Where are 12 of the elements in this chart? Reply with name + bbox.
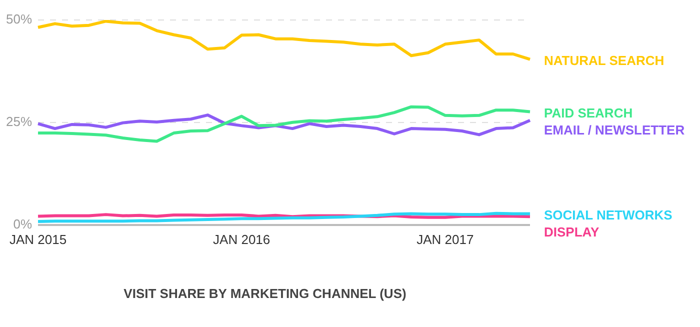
x-tick-label: JAN 2016 [213, 232, 270, 248]
x-tick-label: JAN 2017 [416, 232, 474, 248]
series-label: SOCIAL NETWORKS [544, 207, 673, 222]
series-label: PAID SEARCH [544, 105, 633, 120]
series-label: DISPLAY [544, 224, 600, 240]
series-label: EMAIL / NEWSLETTER [544, 122, 686, 138]
y-tick-label: 25% [6, 114, 32, 129]
y-tick-label: 50% [6, 12, 32, 27]
series-label: NATURAL SEARCH [544, 52, 664, 68]
x-tick-label: JAN 2015 [9, 232, 67, 248]
y-tick-label: 0% [13, 216, 32, 232]
text: VISIT SHARE BY MARKETING CHANNEL (US) [124, 286, 406, 301]
